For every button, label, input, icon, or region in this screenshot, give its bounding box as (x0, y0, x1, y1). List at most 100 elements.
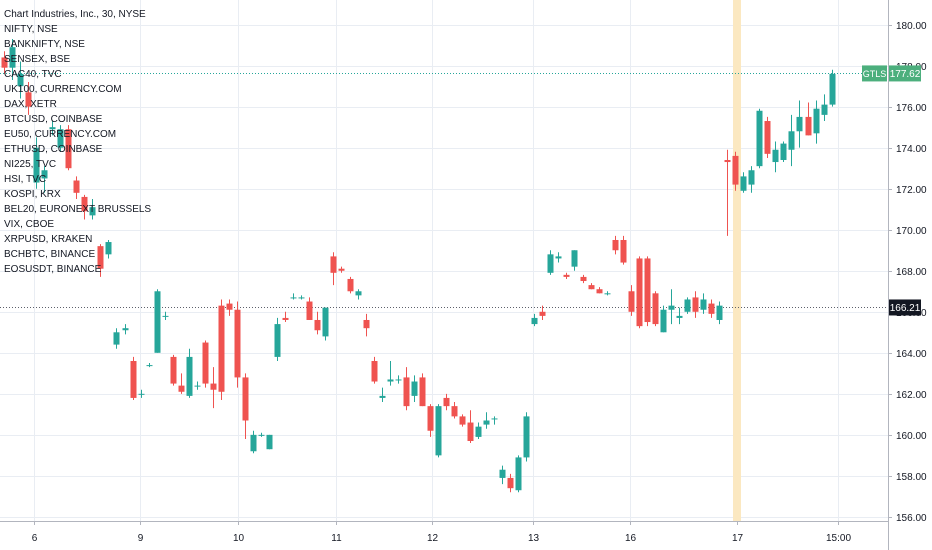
candle-body (73, 180, 80, 193)
candle (612, 235, 619, 255)
candle-body (242, 377, 249, 421)
candle (122, 324, 129, 335)
candle (475, 422, 482, 439)
candle-body (355, 291, 362, 296)
price-tick: 172.00 (896, 185, 927, 196)
price-labels: GTLS 177.62 166.21 (862, 65, 921, 316)
candle (668, 289, 675, 325)
candle-body (403, 377, 410, 407)
candle (604, 291, 611, 296)
candle (49, 121, 56, 136)
candle-body (539, 311, 546, 316)
candle (403, 367, 410, 411)
candle-body (411, 381, 418, 396)
candle (162, 311, 169, 320)
candle (628, 285, 635, 316)
candle-body (41, 170, 48, 179)
reference-price-label: 166.21 (890, 303, 921, 314)
candle-body (226, 303, 233, 310)
candle (571, 250, 578, 271)
candle-body (218, 305, 225, 392)
candle-body (507, 477, 514, 489)
candle-body (467, 422, 474, 442)
candle-body (684, 299, 691, 312)
candle (780, 141, 787, 163)
price-axis[interactable]: 180.00178.00176.00174.00172.00170.00168.… (888, 0, 932, 550)
candle (644, 256, 651, 327)
candle-body (395, 379, 402, 381)
candle-body (636, 258, 643, 327)
candle-body (547, 254, 554, 273)
candle-body (178, 385, 185, 392)
candle-body (170, 356, 177, 384)
candle-body (306, 301, 313, 320)
candle-body (821, 104, 828, 115)
candle-body (1, 57, 8, 68)
candle-body (499, 469, 506, 478)
candle-body (89, 207, 96, 216)
candle-body (644, 258, 651, 323)
candle-body (523, 416, 530, 458)
candle-body (65, 129, 72, 169)
price-tick: 180.00 (896, 21, 927, 32)
candle-body (250, 434, 257, 452)
candle (821, 94, 828, 122)
candle-body (620, 239, 627, 263)
candle (580, 274, 587, 284)
candle-body (298, 297, 305, 299)
candle (266, 434, 273, 450)
candle-body (829, 73, 836, 105)
candle (684, 297, 691, 314)
candle-body (194, 385, 201, 387)
candle (483, 412, 490, 429)
candle (81, 194, 88, 220)
candle (25, 82, 32, 115)
reference-price-badge (889, 299, 921, 316)
candle-body (764, 121, 771, 154)
candle (772, 141, 779, 173)
candle-body (555, 256, 562, 259)
time-axis[interactable]: 6 9 10 11 12 13 16 17 15:00 (0, 521, 888, 544)
candle (146, 363, 153, 368)
candle (829, 69, 836, 107)
candle (17, 61, 24, 99)
price-tick: 158.00 (896, 472, 927, 483)
candle-body (652, 293, 659, 325)
candle (210, 367, 217, 409)
candle (788, 114, 795, 167)
candle (531, 313, 538, 327)
candle-body (162, 315, 169, 317)
candle (194, 381, 201, 390)
candle-body (788, 131, 795, 150)
candle-body (130, 361, 137, 398)
candle (250, 430, 257, 454)
candle (813, 100, 820, 144)
candle-body (756, 110, 763, 167)
candle-body (708, 303, 715, 314)
candle (700, 293, 707, 314)
time-tick: 17 (732, 533, 744, 544)
candle (338, 266, 345, 273)
candle-body (780, 143, 787, 160)
candle (298, 295, 305, 300)
candle-body (266, 434, 273, 450)
candle-body (146, 365, 153, 367)
candle (379, 387, 386, 403)
candle (756, 108, 763, 169)
candle (113, 328, 120, 349)
price-tick: 156.00 (896, 513, 927, 524)
candle (732, 151, 739, 191)
candle (539, 305, 546, 320)
candle (596, 287, 603, 294)
candle (467, 410, 474, 444)
candle-body (49, 127, 56, 130)
candle (443, 393, 450, 411)
time-tick: 15:00 (826, 533, 851, 544)
candle (355, 289, 362, 300)
candle-body (379, 395, 386, 398)
candle (451, 402, 458, 419)
candle-body (290, 297, 297, 299)
candle-body (443, 397, 450, 407)
time-tick: 16 (625, 533, 637, 544)
